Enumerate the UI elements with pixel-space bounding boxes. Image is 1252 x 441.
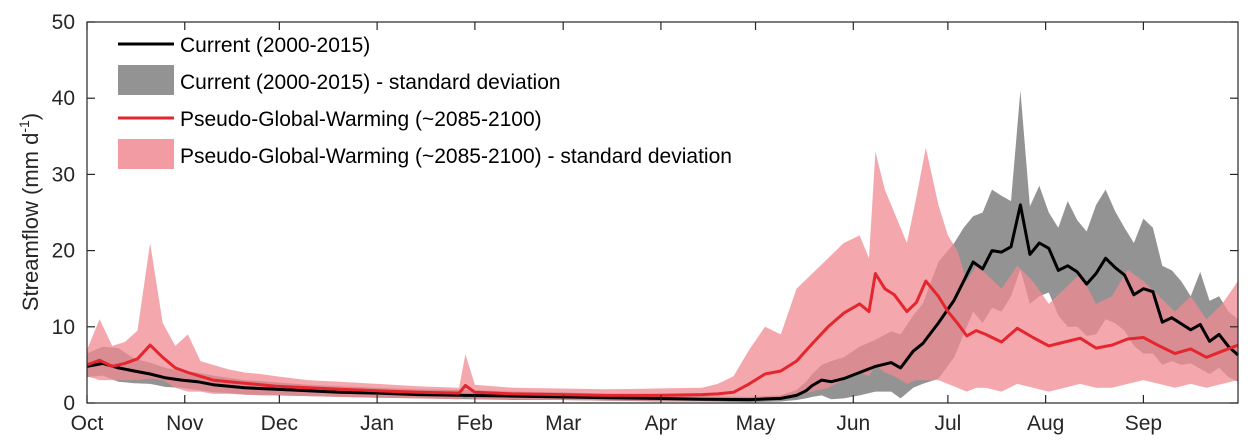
legend-label: Current (2000-2015)	[180, 34, 370, 57]
x-tick-label-mar: Mar	[545, 412, 581, 435]
x-tick-label-sep: Sep	[1125, 412, 1162, 435]
pgw-std-band	[87, 147, 1238, 402]
y-tick-label: 20	[52, 240, 75, 263]
y-tick-label: 0	[63, 392, 75, 415]
y-tick-label: 10	[52, 316, 75, 339]
x-tick-label-jul: Jul	[934, 412, 961, 435]
x-tick-label-aug: Aug	[1027, 412, 1064, 435]
x-tick-label-may: May	[736, 412, 776, 435]
band-layer	[87, 90, 1238, 403]
legend-label: Current (2000-2015) - standard deviation	[180, 71, 561, 94]
x-tick-label-jan: Jan	[360, 412, 394, 435]
y-tick-label: 40	[52, 87, 75, 110]
legend: Current (2000-2015) Current (2000-2015) -…	[118, 34, 732, 169]
legend-swatch-band	[118, 139, 174, 169]
x-tick-label-oct: Oct	[71, 412, 104, 435]
legend-label: Pseudo-Global-Warming (~2085-2100) - sta…	[180, 145, 732, 168]
line-layer	[86, 203, 1239, 402]
y-tick-label: 50	[52, 11, 75, 34]
current-line	[86, 203, 1239, 402]
plot-frame	[86, 21, 1239, 404]
legend-swatch-band	[118, 65, 174, 95]
x-axis: Oct Nov Dec Jan Feb Mar Apr May Jun Jul Aug Sep	[71, 22, 1162, 435]
legend-label: Pseudo-Global-Warming (~2085-2100)	[180, 108, 542, 131]
y-axis: 0 10 20 30 40 50	[52, 11, 1238, 415]
y-tick-label: 30	[52, 163, 75, 186]
x-tick-label-feb: Feb	[457, 412, 493, 435]
x-tick-label-nov: Nov	[166, 412, 204, 435]
x-tick-label-jun: Jun	[836, 412, 870, 435]
pgw-line	[86, 272, 1239, 397]
x-tick-label-dec: Dec	[261, 412, 298, 435]
x-tick-label-apr: Apr	[645, 412, 678, 435]
y-axis-label: Streamflow (mm d-1)	[16, 113, 43, 311]
